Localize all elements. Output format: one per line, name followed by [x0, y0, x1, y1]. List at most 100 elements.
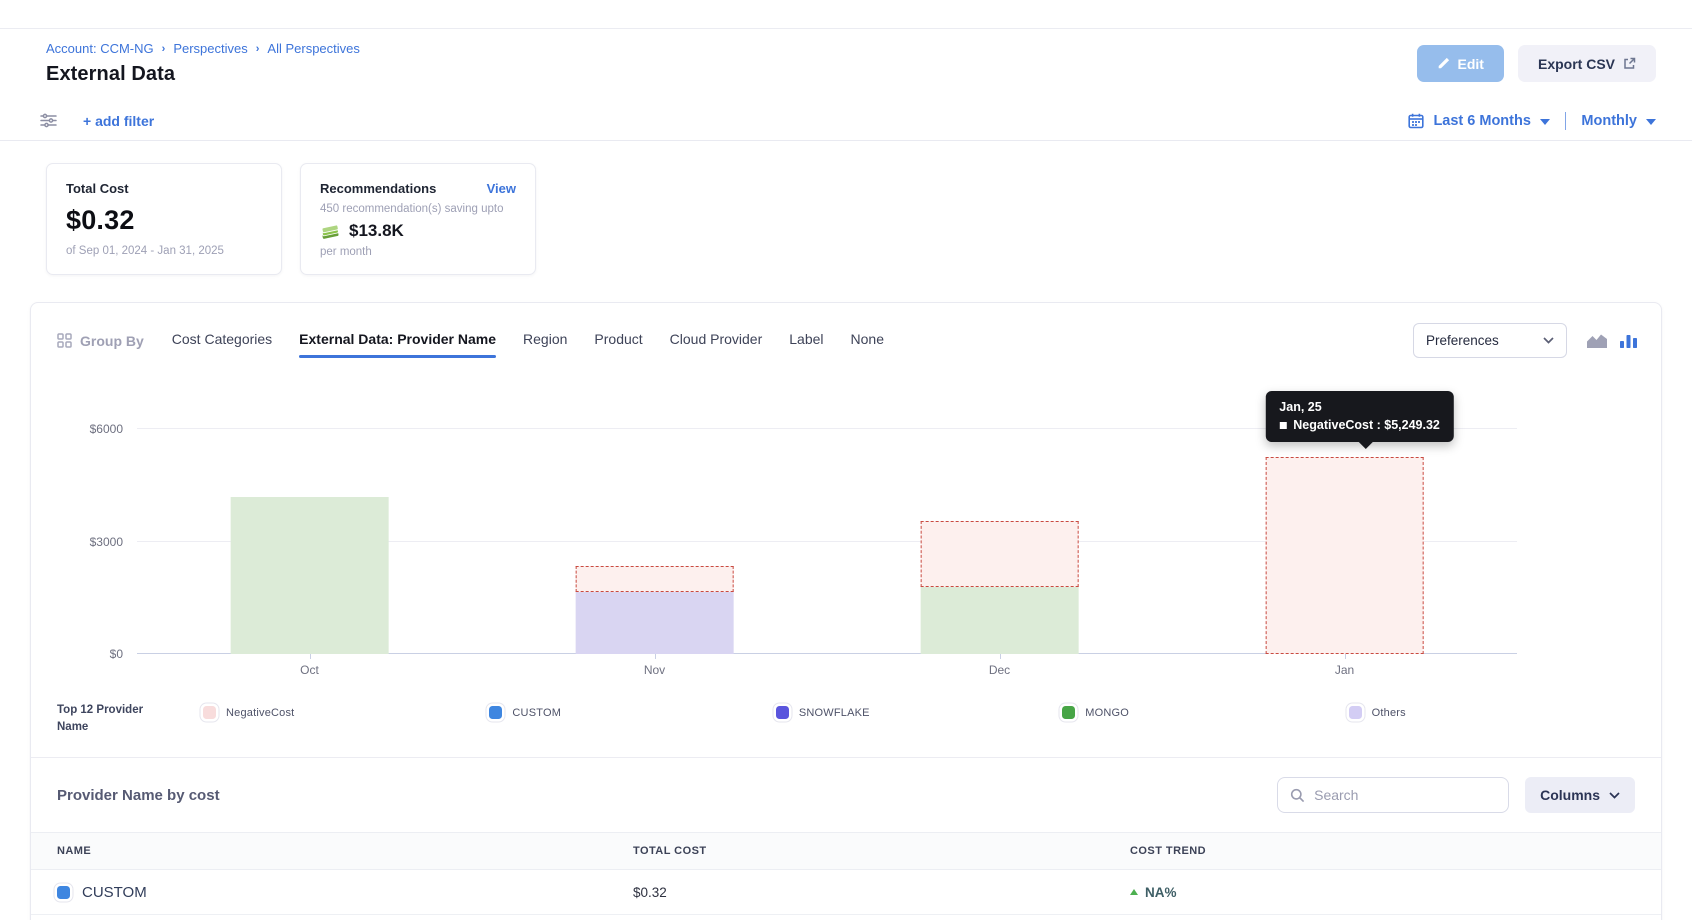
chart-column-dec[interactable]: Dec — [827, 394, 1172, 677]
row-swatch — [57, 885, 70, 899]
tab-region[interactable]: Region — [523, 330, 568, 347]
row-name-cell: CUSTOM — [57, 884, 633, 901]
x-axis-tick-label: Nov — [643, 663, 666, 677]
tab-product[interactable]: Product — [594, 330, 643, 347]
breadcrumb-separator: › — [255, 42, 260, 55]
tab-label[interactable]: Label — [789, 330, 824, 347]
column-header-cost-trend[interactable]: COST TREND — [1130, 845, 1207, 858]
recommendations-card: Recommendations View 450 recommendation(… — [300, 163, 536, 275]
tab-cost-categories[interactable]: Cost Categories — [171, 330, 273, 347]
chart-tooltip: Jan, 25 NegativeCost : $5,249.32 — [1265, 391, 1454, 443]
bar-segment-mongo[interactable] — [920, 586, 1079, 654]
chart-plot-area[interactable]: $0 $3000 $6000 Oct Nov Dec Jan Jan, 25 NegativeC… — [90, 391, 1517, 677]
money-stack-icon — [320, 223, 341, 240]
chart-legend: Top 12 Provider Name NegativeCost CUSTOM S… — [31, 686, 1661, 757]
group-by-label: Group By — [57, 333, 144, 349]
chevron-down-icon[interactable] — [1646, 118, 1656, 125]
gridline — [137, 540, 1517, 542]
breadcrumb-item[interactable]: Perspectives — [173, 41, 248, 56]
legend-label: SNOWFLAKE — [798, 706, 870, 719]
legend-title: Top 12 Provider Name — [57, 704, 144, 733]
table-header-row: NAME TOTAL COST COST TREND — [31, 832, 1661, 871]
total-cost-card: Total Cost $0.32 of Sep 01, 2024 - Jan 3… — [46, 163, 282, 275]
search-input[interactable] — [1314, 787, 1497, 804]
legend-label: MONGO — [1085, 706, 1129, 719]
total-cost-title: Total Cost — [66, 181, 129, 196]
total-cost-value: $0.32 — [66, 205, 135, 235]
legend-label: CUSTOM — [512, 706, 562, 719]
legend-item-negativecost[interactable]: NegativeCost — [203, 706, 489, 719]
row-total-cost-cell: $0.32 — [632, 884, 667, 900]
group-by-row: Group By Cost Categories External Data: P… — [31, 303, 1661, 364]
edit-button[interactable]: Edit — [1416, 45, 1504, 82]
page-header: Account: CCM-NG › Perspectives › All Perspec… — [0, 29, 1692, 86]
column-header-total-cost[interactable]: TOTAL COST — [632, 845, 707, 858]
bar-segment-mongo[interactable] — [230, 496, 389, 654]
top-divider — [0, 28, 1692, 29]
legend-swatch — [775, 706, 789, 719]
bar-segment-others[interactable] — [575, 592, 734, 654]
view-recommendations-link[interactable]: View — [486, 181, 516, 196]
bar-nov[interactable] — [575, 565, 734, 654]
x-axis-tick — [999, 654, 1001, 659]
tooltip-title: Jan, 25 — [1279, 400, 1322, 415]
legend-item-custom[interactable]: CUSTOM — [489, 706, 775, 719]
bar-segment-negativecost[interactable] — [1265, 457, 1424, 654]
x-axis-tick-label: Dec — [988, 663, 1011, 677]
external-link-icon — [1623, 57, 1636, 70]
x-axis-tick-label: Jan — [1334, 663, 1355, 677]
area-chart-toggle-icon[interactable] — [1587, 333, 1607, 348]
chart-column-jan[interactable]: Jan Jan, 25 NegativeCost : $5,249.32 — [1172, 391, 1517, 677]
bar-dec[interactable] — [920, 520, 1079, 654]
calendar-icon — [1408, 113, 1425, 129]
filter-sliders-icon[interactable] — [40, 113, 57, 128]
tooltip-value: NegativeCost : $5,249.32 — [1279, 418, 1440, 432]
breadcrumb: Account: CCM-NG › Perspectives › All Perspec… — [46, 41, 1656, 56]
bar-segment-negativecost[interactable] — [575, 565, 734, 593]
breadcrumb-separator: › — [161, 42, 166, 55]
columns-button[interactable]: Columns — [1525, 777, 1635, 814]
time-range-selector[interactable]: Last 6 Months — [1433, 112, 1531, 129]
perspective-panel: Group By Cost Categories External Data: P… — [30, 302, 1662, 920]
legend-swatch — [1348, 706, 1362, 719]
chart-column-oct[interactable]: Oct — [137, 394, 482, 677]
bar-jan[interactable] — [1265, 457, 1424, 654]
cost-chart: $0 $3000 $6000 Oct Nov Dec Jan Jan, 25 NegativeC… — [51, 391, 1635, 686]
granularity-selector[interactable]: Monthly — [1581, 112, 1637, 129]
total-cost-period: of Sep 01, 2024 - Jan 31, 2025 — [66, 245, 224, 257]
x-axis-tick — [309, 654, 311, 659]
tab-cloud-provider[interactable]: Cloud Provider — [669, 330, 763, 347]
preferences-dropdown[interactable]: Preferences — [1413, 323, 1567, 358]
legend-item-others[interactable]: Others — [1348, 706, 1635, 719]
x-axis-tick — [654, 654, 656, 659]
trend-up-icon — [1130, 889, 1139, 896]
row-cost-trend-cell: NA% — [1130, 885, 1635, 900]
add-filter-button[interactable]: + add filter — [83, 112, 155, 129]
breadcrumb-item[interactable]: All Perspectives — [267, 41, 360, 56]
export-csv-label: Export CSV — [1537, 55, 1615, 72]
recommendations-subtitle: 450 recommendation(s) saving upto — [320, 203, 504, 215]
bar-oct[interactable] — [230, 496, 389, 654]
preferences-label: Preferences — [1426, 333, 1499, 348]
chart-column-nov[interactable]: Nov — [482, 394, 827, 677]
legend-item-mongo[interactable]: MONGO — [1062, 706, 1348, 719]
export-csv-button[interactable]: Export CSV — [1517, 45, 1656, 82]
breadcrumb-item[interactable]: Account: CCM-NG — [46, 41, 154, 56]
table-row[interactable]: CUSTOM $0.32 NA% — [31, 870, 1661, 916]
tab-none[interactable]: None — [850, 330, 884, 347]
search-icon — [1290, 788, 1305, 803]
summary-cards: Total Cost $0.32 of Sep 01, 2024 - Jan 3… — [46, 163, 536, 275]
legend-item-snowflake[interactable]: SNOWFLAKE — [775, 706, 1062, 719]
chevron-down-icon[interactable] — [1539, 118, 1550, 125]
tab-external-data-provider-name[interactable]: External Data: Provider Name — [299, 331, 496, 358]
header-actions: Edit Export CSV — [1416, 45, 1656, 82]
bar-segment-negativecost[interactable] — [920, 520, 1079, 587]
chevron-down-icon — [1609, 792, 1620, 799]
chevron-down-icon — [1543, 337, 1554, 344]
column-header-name[interactable]: NAME — [57, 845, 92, 858]
y-axis-tick-label: $3000 — [89, 534, 123, 549]
savings-value: $13.8K — [349, 221, 404, 240]
bar-chart-toggle-icon[interactable] — [1620, 333, 1637, 348]
divider — [1564, 111, 1567, 130]
